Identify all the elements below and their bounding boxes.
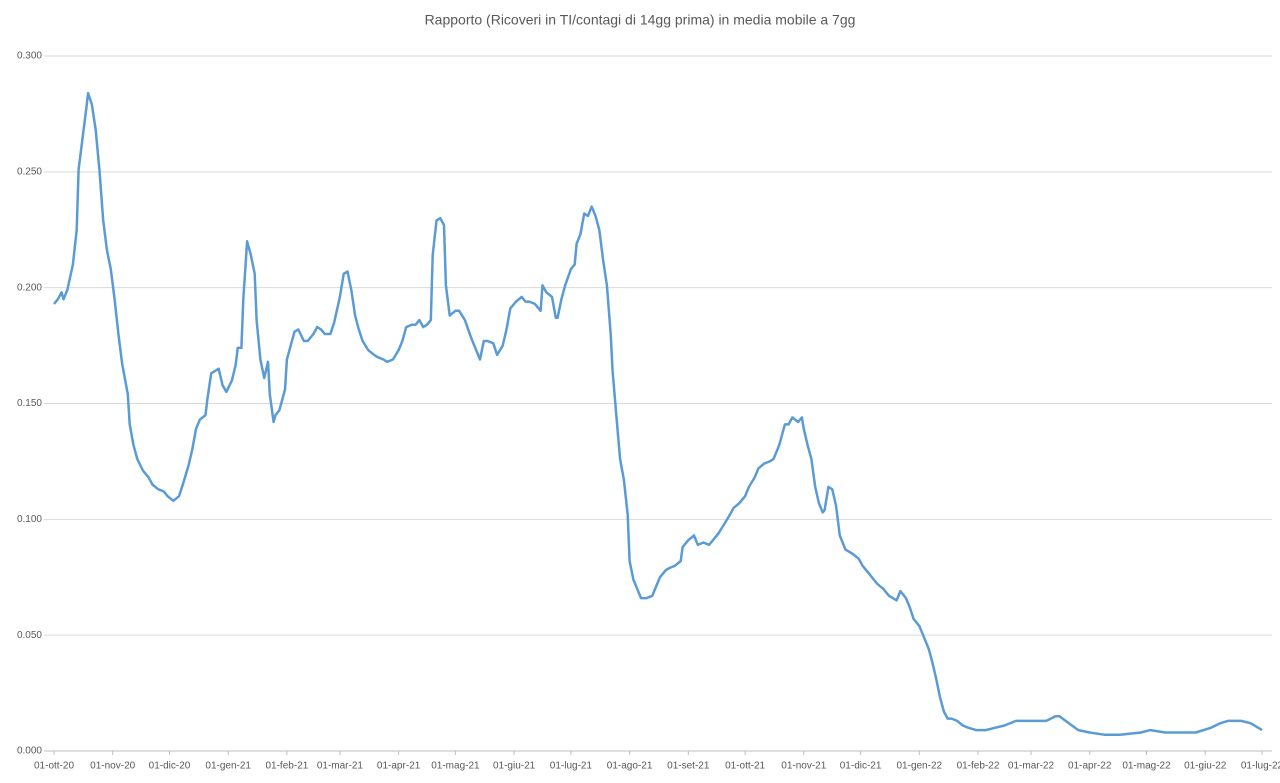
x-tick-label: 01-ago-21 <box>607 761 653 772</box>
y-tick-label: 0.100 <box>17 514 42 525</box>
y-tick-label: 0.200 <box>17 282 42 293</box>
x-tick-label: 01-lug-22 <box>1241 761 1280 772</box>
x-tick-label: 01-apr-21 <box>377 761 421 772</box>
y-tick-label: 0.000 <box>17 746 42 757</box>
x-tick-label: 01-gen-22 <box>896 761 942 772</box>
y-tick-label: 0.050 <box>17 630 42 641</box>
x-tick-label: 01-nov-20 <box>90 761 135 772</box>
x-tick-label: 01-mar-21 <box>317 761 364 772</box>
y-tick-label: 0.150 <box>17 398 42 409</box>
x-tick-label: 01-ott-20 <box>34 761 74 772</box>
x-tick-label: 01-ott-21 <box>725 761 765 772</box>
x-tick-label: 01-dic-21 <box>840 761 882 772</box>
chart-title: Rapporto (Ricoveri in TI/contagi di 14gg… <box>425 12 856 28</box>
x-tick-label: 01-giu-21 <box>493 761 536 772</box>
x-tick-label: 01-dic-20 <box>149 761 191 772</box>
x-tick-label: 01-mag-21 <box>431 761 480 772</box>
x-tick-label: 01-feb-21 <box>265 761 308 772</box>
x-tick-label: 01-set-21 <box>667 761 710 772</box>
y-tick-label: 0.250 <box>17 166 42 177</box>
x-tick-label: 01-feb-22 <box>957 761 1000 772</box>
x-tick-label: 01-giu-22 <box>1184 761 1227 772</box>
x-tick-label: 01-nov-21 <box>781 761 826 772</box>
y-tick-label: 0.300 <box>17 51 42 62</box>
x-tick-label: 01-apr-22 <box>1068 761 1112 772</box>
x-tick-label: 01-mag-22 <box>1122 761 1171 772</box>
x-tick-label: 01-lug-21 <box>550 761 593 772</box>
x-tick-label: 01-gen-21 <box>205 761 251 772</box>
x-tick-label: 01-mar-22 <box>1008 761 1055 772</box>
data-line <box>53 91 1263 737</box>
